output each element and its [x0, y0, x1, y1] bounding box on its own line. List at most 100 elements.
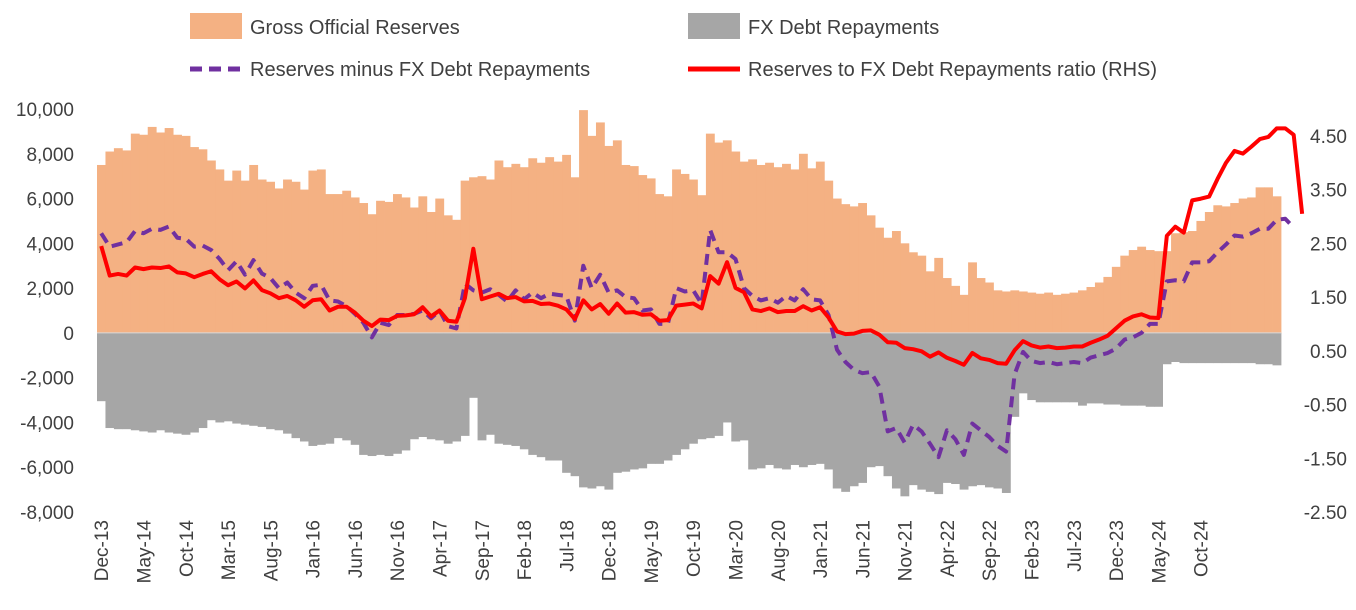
x-tick-label: May-24 [1149, 520, 1170, 584]
reserves-bar [638, 175, 648, 333]
repayments-bar [1264, 332, 1273, 365]
left-tick-label: -6,000 [20, 458, 74, 479]
reserves-bar [477, 176, 487, 333]
reserves-bar [384, 201, 394, 333]
repayments-bar [832, 332, 842, 489]
repayments-bar [748, 332, 758, 470]
reserves-bar [604, 145, 614, 333]
reserves-bar [1154, 251, 1163, 333]
reserves-bar [1086, 286, 1096, 333]
left-tick-label: 8,000 [26, 145, 74, 166]
repayments-bar [401, 332, 411, 451]
reserves-bar [215, 169, 225, 333]
repayments-bar [782, 332, 791, 470]
repayments-bar [773, 332, 783, 469]
repayments-bar [807, 332, 817, 465]
repayments-bar [494, 332, 504, 444]
repayments-bar [147, 332, 157, 433]
repayments-bar [1128, 332, 1138, 406]
x-tick-label: Nov-21 [896, 520, 917, 581]
reserves-bar [1272, 196, 1282, 333]
repayments-bar [511, 332, 521, 446]
reserves-bar [579, 110, 588, 333]
reserves-bar [1196, 220, 1206, 333]
reserves-bar [545, 157, 555, 333]
repayments-bar [223, 332, 233, 422]
reserves-bar [443, 215, 453, 333]
reserves-bar [663, 196, 673, 333]
repayments-bar [274, 332, 284, 431]
right-tick-label: 4.50 [1310, 127, 1347, 148]
reserves-bar [1111, 266, 1121, 333]
repayments-bar [697, 332, 707, 440]
x-tick-label: Dec-23 [1107, 520, 1128, 581]
reserves-bar [333, 194, 343, 333]
reserves-bar [646, 178, 656, 333]
reserves-bar [1171, 233, 1180, 333]
repayments-bar [97, 332, 106, 402]
reserves-bar [587, 135, 597, 333]
x-tick-label: May-14 [135, 520, 156, 584]
repayments-bar [1272, 332, 1282, 366]
right-tick-label: -0.50 [1304, 396, 1347, 417]
reserves-bar [1103, 276, 1113, 333]
right-tick-label: 0.50 [1310, 342, 1347, 363]
reserves-bar [748, 159, 758, 333]
repayments-bar [959, 332, 969, 490]
repayments-bar [359, 332, 369, 455]
repayments-bar [528, 332, 538, 455]
reserves-bar [993, 290, 1003, 333]
reserves-bar [1238, 198, 1248, 333]
repayments-bar [469, 332, 478, 398]
left-tick-label: -8,000 [20, 503, 74, 524]
right-axis: 4.50 3.50 2.50 1.50 0.50 -0.50 -1.50 -2.50 [1304, 127, 1347, 524]
x-tick-label: Oct-24 [1192, 520, 1213, 577]
right-tick-label: 1.50 [1310, 288, 1347, 309]
repayments-bar [113, 332, 123, 430]
reserves-bar [959, 294, 969, 333]
reserves-bar [1120, 255, 1130, 333]
repayments-bar [1179, 332, 1189, 364]
x-tick-label: Jun-16 [346, 520, 367, 578]
repayments-bar [1221, 332, 1231, 364]
repayments-bar [1230, 332, 1240, 364]
repayments-bar [883, 332, 893, 477]
repayments-bar [1044, 332, 1054, 403]
x-tick-label: Dec-18 [600, 520, 621, 581]
reserves-bar [841, 204, 851, 333]
reserves-bar [283, 179, 292, 333]
x-tick-label: Aug-20 [769, 520, 790, 581]
repayments-bar [638, 332, 648, 469]
reserves-bar [342, 190, 352, 333]
legend-swatch-fx-debt-repayments [688, 13, 740, 39]
x-tick-label: Jun-21 [853, 520, 874, 578]
repayments-bar [1061, 332, 1070, 403]
reserves-bar [621, 164, 631, 333]
repayments-bar [283, 332, 292, 434]
reserves-bar [223, 180, 233, 333]
reserves-bar [807, 168, 817, 333]
repayments-bar [1137, 332, 1147, 406]
repayments-bar [587, 332, 597, 489]
reserves-bar [240, 180, 250, 333]
left-tick-label: -4,000 [20, 413, 74, 434]
repayments-bars [97, 332, 1282, 497]
repayments-bar [985, 332, 994, 488]
repayments-bar [333, 332, 343, 439]
reserves-bar [832, 198, 842, 333]
reserves-bar [1010, 290, 1020, 333]
repayments-bar [308, 332, 318, 446]
repayments-bar [1086, 332, 1096, 404]
repayments-bar [1103, 332, 1113, 405]
reserves-bar [122, 150, 132, 333]
reserves-bar [367, 214, 377, 333]
reserves-bar [689, 179, 698, 333]
reserves-bar [951, 285, 961, 333]
repayments-bar [299, 332, 309, 442]
reserves-bar [359, 203, 369, 333]
repayments-bar [1027, 332, 1037, 401]
repayments-bar [435, 332, 445, 441]
reserves-bar [156, 132, 166, 333]
repayments-bar [1010, 332, 1020, 417]
repayments-bar [452, 332, 462, 442]
